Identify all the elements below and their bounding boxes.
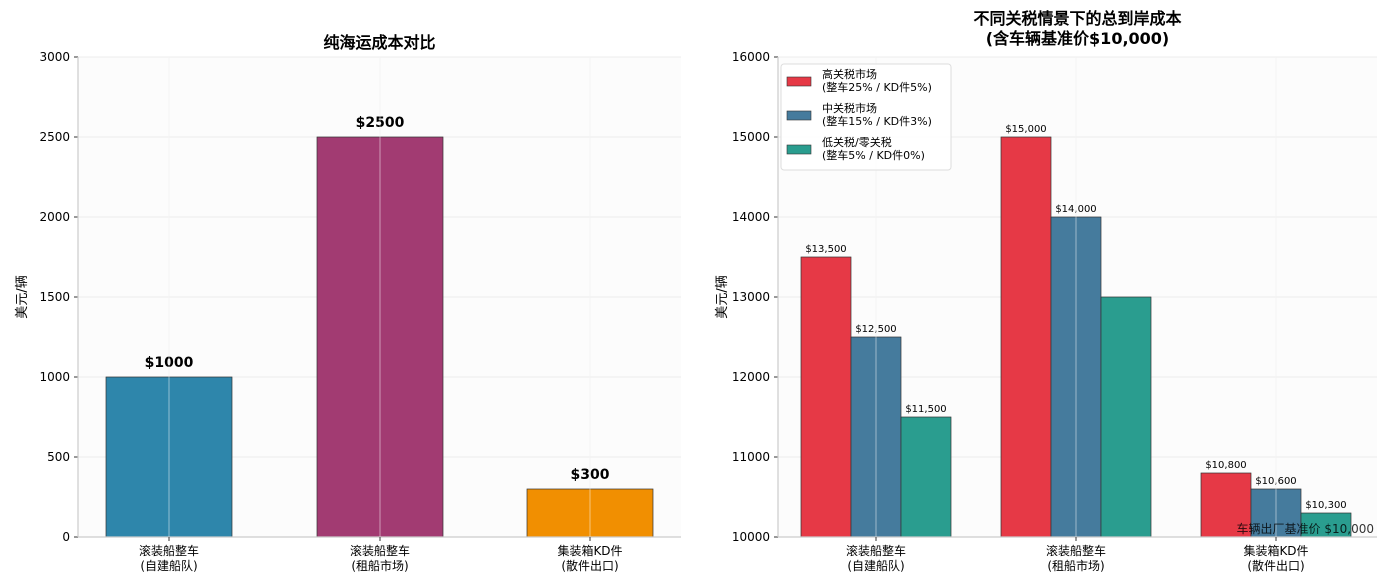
- right-xtick-label: 滚装船整车(租船市场): [1046, 543, 1106, 573]
- right-title: 不同关税情景下的总到岸成本(含车辆基准价$10,000): [973, 9, 1181, 48]
- legend-label: 中关税市场(整车15% / KD件3%): [822, 101, 932, 128]
- right-data-label: $10,300: [1305, 500, 1346, 511]
- right-bar: [1300, 512, 1352, 538]
- left-xtick-label: 滚装船整车(租船市场): [350, 543, 410, 573]
- baseline-annotation: 车辆出厂基准价 $10,000: [1237, 521, 1374, 536]
- left-ytick-label: 3000: [39, 50, 70, 64]
- right-xtick-label: 集装箱KD件(散件出口): [1243, 543, 1308, 573]
- right-bar: [800, 256, 852, 538]
- right-data-label: $10,800: [1205, 460, 1246, 471]
- legend-label: 低关税/零关税(整车5% / KD件0%): [822, 135, 925, 162]
- left-y-axis-label: 美元/辆: [15, 275, 30, 318]
- right-data-label: $15,000: [1005, 124, 1046, 135]
- left-ytick-label: 2500: [39, 130, 70, 144]
- legend-box: [780, 63, 952, 171]
- legend-label: 高关税市场(整车25% / KD件5%): [822, 67, 932, 94]
- right-xtick-label: 滚装船整车(自建船队): [846, 543, 906, 573]
- right-ytick-label: 10000: [732, 530, 770, 544]
- right-ytick-label: 15000: [732, 130, 770, 144]
- legend-swatch: [786, 110, 812, 121]
- left-ytick-label: 500: [47, 450, 70, 464]
- right-y-axis-label: 美元/辆: [715, 275, 730, 318]
- right-ytick-label: 14000: [732, 210, 770, 224]
- legend-swatch: [786, 76, 812, 87]
- left-ytick-label: 1500: [39, 290, 70, 304]
- left-title: 纯海运成本对比: [323, 33, 435, 52]
- right-bar: [1000, 136, 1052, 538]
- right-ytick-label: 16000: [732, 50, 770, 64]
- left-ytick-label: 2000: [39, 210, 70, 224]
- right-ytick-label: 11000: [732, 450, 770, 464]
- left-ytick-label: 1000: [39, 370, 70, 384]
- right-bar: [1100, 296, 1152, 538]
- right-ytick-label: 12000: [732, 370, 770, 384]
- left-ytick-label: 0: [62, 530, 70, 544]
- right-ytick-label: 13000: [732, 290, 770, 304]
- right-data-label: $13,500: [805, 244, 846, 255]
- left-xtick-label: 滚装船整车(自建船队): [139, 543, 199, 573]
- right-data-label: $11,500: [905, 404, 946, 415]
- left-xtick-label: 集装箱KD件(散件出口): [557, 543, 622, 573]
- right-bar: [900, 416, 952, 538]
- legend-swatch: [786, 144, 812, 155]
